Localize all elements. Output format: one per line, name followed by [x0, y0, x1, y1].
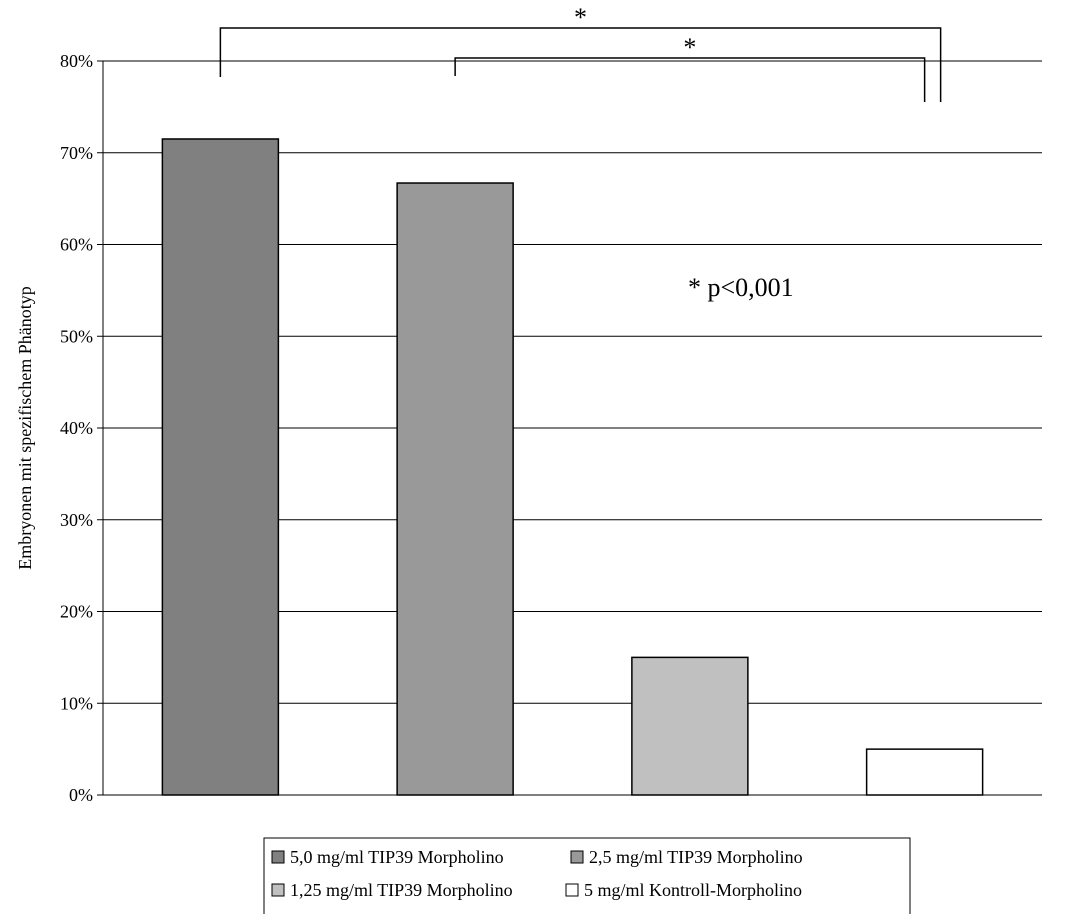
y-tick-label: 30% [60, 510, 93, 530]
bar [631, 656, 749, 796]
y-tick-label: 60% [60, 235, 93, 255]
legend-swatch [271, 850, 285, 864]
y-tick-label: 0% [69, 785, 93, 805]
legend-label: 5,0 mg/ml TIP39 Morpholino [290, 847, 504, 867]
significance-bracket [454, 57, 926, 102]
significance-note: * p<0,001 [688, 273, 794, 302]
legend-swatch [271, 883, 285, 897]
y-tick-label: 40% [60, 418, 93, 438]
legend-swatch [570, 850, 584, 864]
legend-label: 5 mg/ml Kontroll-Morpholino [584, 880, 802, 900]
y-tick-label: 70% [60, 143, 93, 163]
bar [161, 138, 280, 796]
significance-star: * [574, 3, 587, 32]
legend-label: 2,5 mg/ml TIP39 Morpholino [589, 847, 803, 867]
legend-swatch [565, 883, 579, 897]
significance-brackets: ** [219, 3, 942, 102]
legend-label: 1,25 mg/ml TIP39 Morpholino [290, 880, 513, 900]
significance-star: * [683, 33, 696, 62]
legend: 5,0 mg/ml TIP39 Morpholino 2,5 mg/ml TIP3… [263, 837, 911, 914]
y-tick-label: 80% [60, 51, 93, 71]
bar [396, 182, 514, 796]
y-tick-label: 50% [60, 326, 93, 346]
legend-box [263, 837, 911, 914]
significance-bracket [219, 27, 942, 102]
y-axis-title: Embryonen mit spezifischem Phänotyp [15, 286, 35, 569]
y-tick-label: 20% [60, 602, 93, 622]
bar [865, 748, 984, 796]
axes [97, 60, 1042, 796]
y-tick-label: 10% [60, 693, 93, 713]
y-tick-labels: 0% 10% 20% 30% 40% 50% 60% 70% 80% [60, 51, 93, 805]
legend-items: 5,0 mg/ml TIP39 Morpholino 2,5 mg/ml TIP3… [271, 847, 803, 900]
bars [161, 138, 984, 796]
